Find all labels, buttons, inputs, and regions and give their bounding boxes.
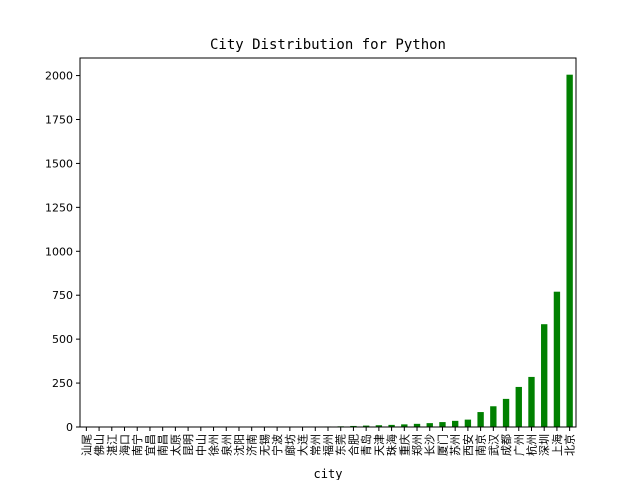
x-tick-label: 天津 [373, 434, 386, 456]
x-tick-label: 湛江 [106, 434, 119, 456]
bar [566, 74, 573, 427]
y-tick-label: 1250 [45, 201, 73, 214]
x-tick-label: 东莞 [335, 434, 348, 456]
plot-frame [79, 57, 577, 428]
x-tick-label: 廊坊 [283, 434, 297, 456]
x-tick-label: 福州 [321, 434, 335, 456]
x-tick-label: 中山 [195, 434, 208, 456]
x-tick-label: 昆明 [182, 434, 195, 456]
x-tick-label: 重庆 [397, 434, 411, 456]
x-tick-label: 泉州 [219, 434, 233, 456]
x-tick-label: 合肥 [346, 434, 360, 456]
bar [375, 425, 383, 427]
bar [362, 425, 370, 427]
x-tick-label: 徐州 [207, 434, 221, 456]
x-tick-label: 济南 [245, 434, 259, 456]
bar [388, 424, 395, 427]
x-axis-label: city [314, 467, 343, 480]
y-tick-label: 500 [52, 333, 73, 346]
x-tick-label: 西安 [461, 434, 475, 456]
y-tick-label: 0 [66, 421, 73, 434]
x-tick-label: 佛山 [93, 434, 106, 456]
bar [464, 419, 472, 427]
bar [413, 423, 421, 427]
bar [553, 291, 561, 427]
x-tick-label: 沈阳 [232, 434, 246, 456]
bar [515, 386, 522, 427]
bar [426, 423, 433, 427]
bar [477, 412, 484, 427]
x-tick-label: 宁波 [270, 434, 284, 456]
x-tick-label: 郑州 [410, 434, 424, 456]
x-tick-label: 武汉 [487, 434, 500, 456]
x-tick-label: 苏州 [449, 434, 462, 456]
x-tick-label: 南宁 [130, 434, 144, 456]
bar [490, 406, 497, 427]
bar [452, 420, 459, 427]
x-tick-label: 上海 [550, 434, 564, 456]
x-tick-label: 太原 [169, 434, 182, 456]
x-tick-label: 常州 [309, 434, 322, 456]
y-tick-label: 1000 [45, 245, 73, 258]
y-tick-label: 1500 [45, 157, 73, 170]
x-tick-label: 南昌 [157, 434, 170, 456]
x-tick-label: 海口 [118, 434, 132, 456]
x-tick-label: 大连 [296, 434, 310, 456]
x-tick-label: 成都 [500, 434, 513, 456]
x-tick-label: 厦门 [435, 434, 449, 456]
x-tick-label: 长沙 [424, 434, 437, 456]
x-tick-label: 广州 [513, 434, 526, 456]
x-tick-label: 杭州 [524, 434, 538, 456]
bar [502, 398, 510, 427]
y-tick-label: 750 [52, 289, 73, 302]
x-tick-label: 深圳 [538, 434, 551, 456]
x-tick-label: 汕尾 [80, 434, 93, 456]
x-tick-label: 珠海 [385, 434, 399, 456]
bar [528, 376, 535, 427]
y-tick-label: 250 [52, 377, 73, 390]
y-tick-label: 2000 [45, 70, 73, 83]
x-tick-label: 南京 [474, 434, 488, 456]
bar [350, 425, 357, 427]
x-tick-label: 宜昌 [143, 434, 157, 456]
bar [401, 424, 408, 427]
y-tick-label: 1750 [45, 114, 73, 127]
x-tick-label: 北京 [563, 434, 577, 456]
bar [439, 422, 446, 427]
x-tick-label: 青岛 [359, 434, 373, 456]
x-tick-label: 无锡 [257, 434, 271, 456]
bar [541, 324, 548, 427]
chart-title: City Distribution for Python [210, 37, 446, 53]
